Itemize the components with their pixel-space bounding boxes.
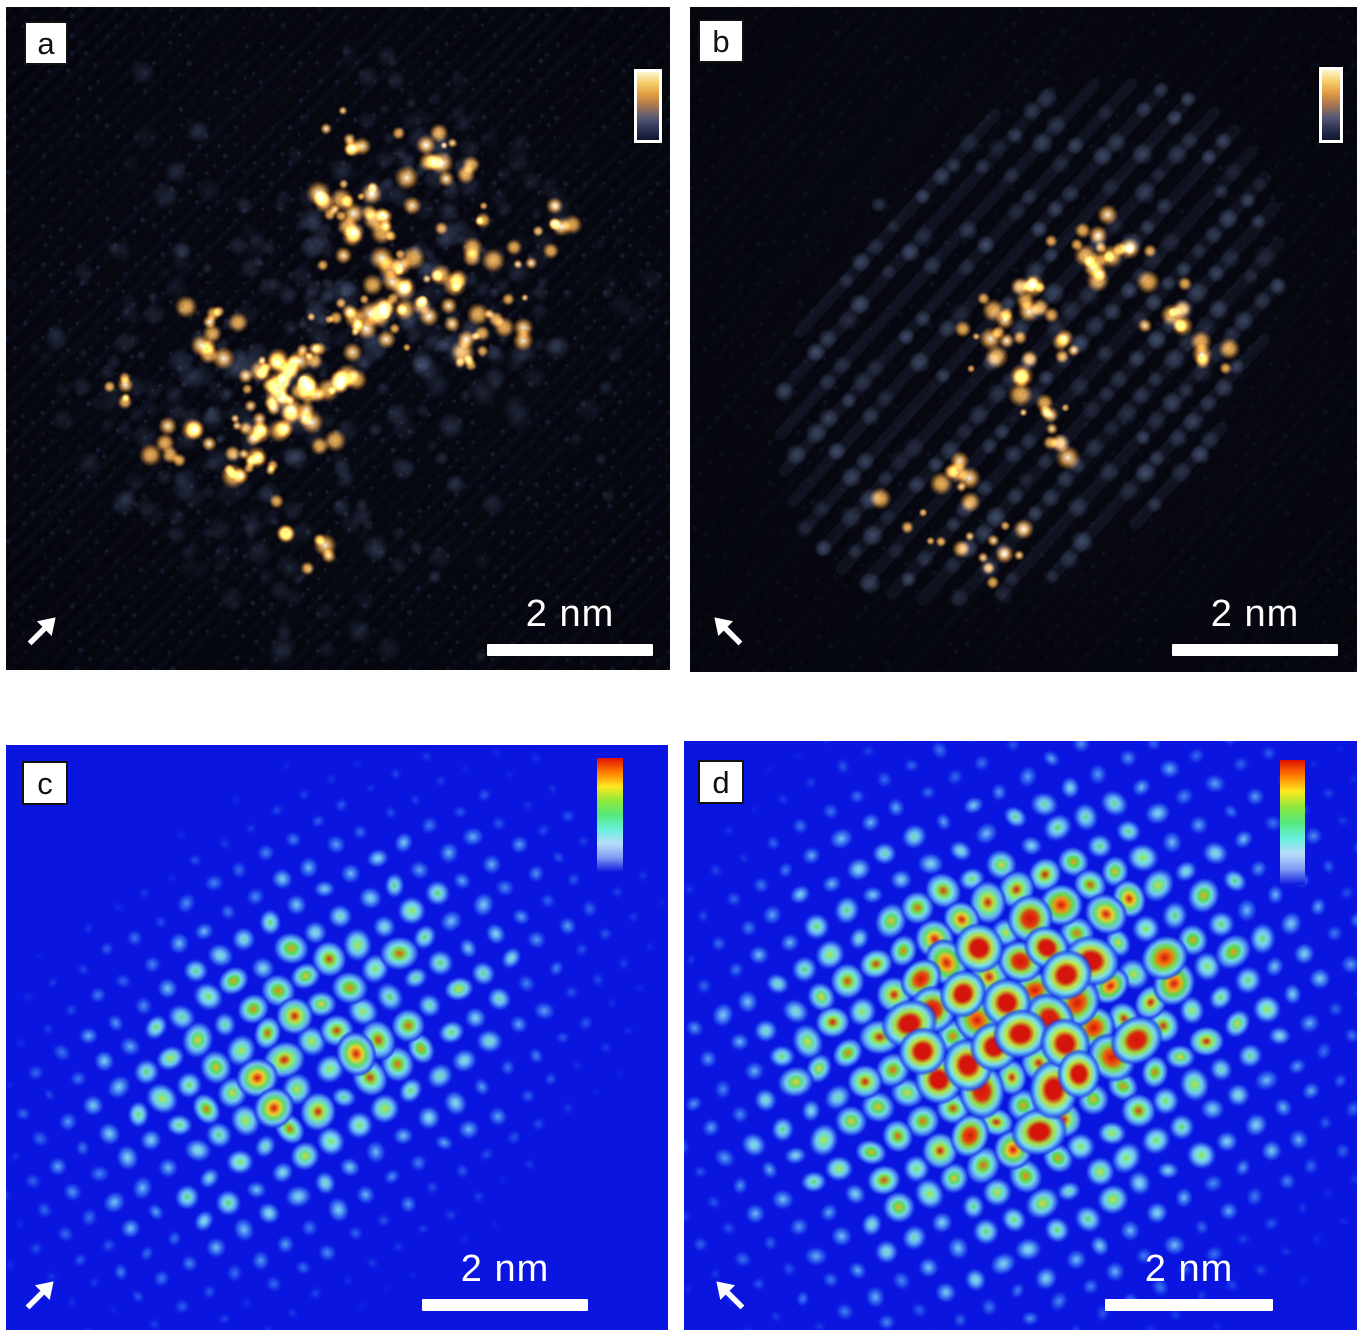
panel-d: d 2 nm [684,741,1357,1330]
panel-c-label: c [37,765,53,801]
up-left-arrow-icon [716,1281,745,1310]
panel-c-simulation [6,745,668,1330]
thermal-colorbar-icon [634,69,662,143]
panel-a-label: a [37,25,55,61]
panel-a-micrograph [6,7,670,670]
panel-c-label-box: c [22,761,68,805]
arrow-shape [27,617,56,646]
rainbow-colorbar-icon [597,758,623,872]
panel-b: b 2 nm [690,7,1357,672]
panel-b-micrograph [690,7,1357,672]
scale-bar: 2 nm [487,593,653,656]
panel-b-label-box: b [698,19,744,63]
scale-bar-label: 2 nm [460,1248,550,1290]
scale-bar: 2 nm [1105,1248,1273,1311]
panel-a: a 2 nm [6,7,670,670]
scale-bar-line [1172,643,1338,656]
up-right-arrow-icon [25,1281,54,1310]
panel-c: c 2 nm [6,745,668,1330]
scale-bar-label: 2 nm [1210,593,1300,635]
thermal-colorbar-icon [1319,67,1343,143]
panel-b-label: b [712,23,730,59]
up-left-arrow-icon [714,617,743,646]
panel-d-simulation [684,741,1357,1330]
panel-d-label-box: d [698,760,744,804]
scale-bar-line [1105,1298,1273,1311]
up-right-arrow-icon [27,617,56,646]
panel-a-label-box: a [24,21,68,65]
scale-bar-line [487,643,653,656]
scale-bar-line [422,1298,588,1311]
scale-bar: 2 nm [422,1248,588,1311]
rainbow-colorbar-icon [1280,760,1305,885]
panel-d-label: d [712,764,730,800]
arrow-shape [25,1281,54,1310]
scale-bar-label: 2 nm [525,593,615,635]
scale-bar: 2 nm [1172,593,1338,656]
arrow-shape [716,1281,745,1310]
arrow-shape [714,617,743,646]
scale-bar-label: 2 nm [1144,1248,1234,1290]
